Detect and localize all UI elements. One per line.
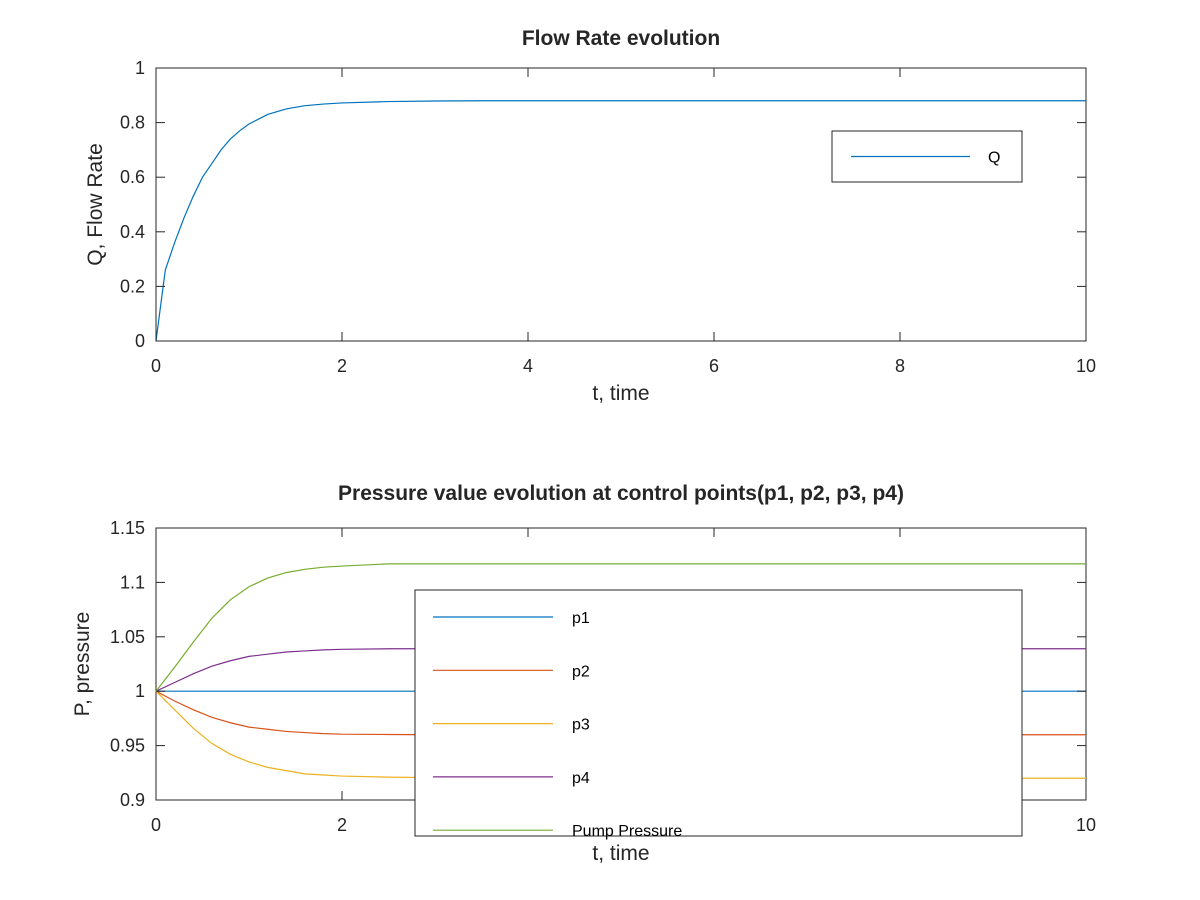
y-tick-label: 0.95	[110, 736, 145, 756]
chart-title: Pressure value evolution at control poin…	[338, 482, 904, 505]
y-tick-label: 0.9	[120, 790, 145, 810]
legend-entry: Pump Pressure	[572, 823, 682, 840]
legend-box	[414, 589, 1023, 837]
y-axis-label: P, pressure	[71, 612, 94, 717]
y-tick-label: 1.15	[110, 518, 145, 538]
x-tick-label: 0	[151, 356, 161, 376]
legend-entry: p3	[572, 717, 590, 734]
y-tick-label: 0.4	[120, 222, 145, 242]
y-tick-label: 0	[135, 331, 145, 351]
x-tick-label: 2	[337, 815, 347, 835]
legend-entry: p1	[572, 610, 590, 627]
legend-entry: p4	[572, 770, 590, 787]
chart-title: Flow Rate evolution	[522, 27, 720, 50]
legend: p1 p2 p3 p4 Pump Pressure	[414, 589, 1023, 840]
y-tick-label: 1	[135, 58, 145, 78]
legend-entry: Q	[988, 150, 1000, 167]
x-axis-label: t, time	[592, 382, 649, 405]
x-tick-label: 10	[1076, 356, 1096, 376]
y-tick-label: 0.6	[120, 167, 145, 187]
legend: Q	[831, 130, 1023, 183]
y-tick-label: 0.8	[120, 113, 145, 133]
y-tick-label: 1.1	[120, 572, 145, 592]
x-tick-label: 4	[523, 356, 533, 376]
flow-rate-subplot: 0 2 4 6 8 10 0 0.2 0.4 0.6 0.8 1 Flow Rate evolution…	[84, 27, 1096, 405]
y-axis-label: Q, Flow Rate	[84, 143, 107, 266]
x-tick-label: 0	[151, 815, 161, 835]
legend-entry: p2	[572, 663, 590, 680]
x-tick-label: 2	[337, 356, 347, 376]
series-line-q	[155, 100, 1086, 342]
y-tick-label: 0.2	[120, 276, 145, 296]
x-tick-label: 8	[895, 356, 905, 376]
axes-box	[155, 67, 1087, 342]
x-axis-label: t, time	[592, 842, 649, 865]
series-line-pump-pressure	[155, 563, 1086, 692]
y-tick-label: 1.05	[110, 627, 145, 647]
x-tick-label: 10	[1076, 815, 1096, 835]
y-tick-label: 1	[135, 681, 145, 701]
x-tick-label: 6	[709, 356, 719, 376]
